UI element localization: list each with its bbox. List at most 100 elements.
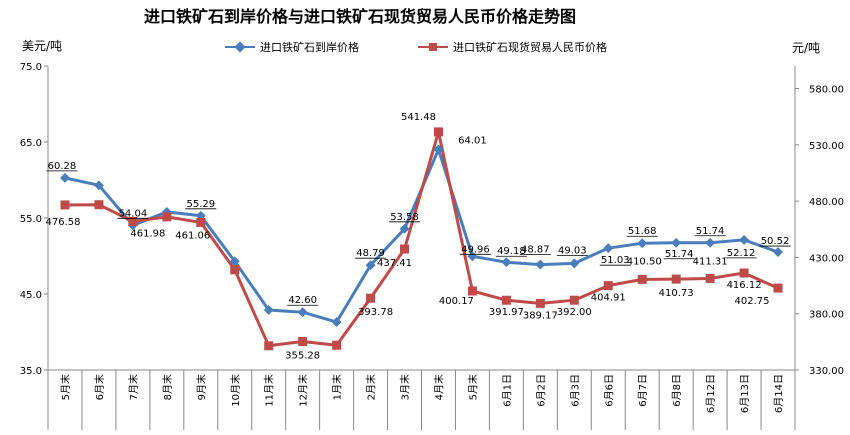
x-tick-label: 2月末: [365, 374, 378, 400]
series-2-data-label: 402.75: [735, 296, 770, 307]
series-1-marker: [331, 317, 342, 328]
series-1-marker: [637, 238, 648, 249]
x-tick-label: 6月14日: [773, 374, 785, 413]
series-1-marker: [297, 307, 308, 318]
series-1-data-label: 51.68: [628, 226, 657, 237]
series-2-marker: [196, 217, 206, 227]
series-2-marker: [230, 265, 240, 275]
series-2-marker: [60, 200, 70, 210]
series-2-marker: [773, 283, 783, 293]
series-2-data-label: 411.31: [693, 256, 728, 267]
series-2-data-label: 391.97: [489, 307, 524, 318]
series-2-data-label: 476.58: [45, 217, 80, 228]
data-markers: [60, 127, 783, 351]
series-2-data-label: 393.78: [358, 307, 393, 318]
x-tick-label: 8月末: [161, 374, 174, 400]
series-2-marker: [433, 127, 443, 137]
x-tick-label: 11月末: [263, 374, 276, 407]
left-tick-label: 65.0: [20, 138, 42, 149]
left-axis-unit: 美元/吨: [22, 39, 62, 53]
series-2-marker: [603, 281, 613, 291]
x-tick-label: 7月末: [127, 374, 140, 400]
x-tick-label: 6月6日: [603, 374, 615, 407]
series-2-marker: [535, 298, 545, 308]
series-2-marker: [366, 293, 376, 303]
series-2-data-label: 389.17: [523, 310, 558, 321]
series-1-marker: [569, 258, 580, 269]
series-1-data-label: 48.79: [356, 248, 385, 259]
series-1-data-label: 50.52: [761, 236, 790, 247]
x-tick-label: 9月末: [195, 374, 208, 400]
series-1-marker: [773, 247, 783, 257]
series-2-marker: [264, 341, 274, 351]
x-tick-label: 1月末: [331, 374, 344, 400]
x-tick-label: 12月末: [297, 374, 310, 407]
legend-item-series-1: 进口铁矿石到岸价格: [225, 40, 359, 54]
series-1-marker: [93, 180, 104, 191]
axes: 35.0 45.0 55.0 65.0 75.0 330.00 380.00 430.00 48…: [20, 62, 844, 430]
series-1-marker: [399, 223, 410, 234]
series-1-data-label: 42.60: [288, 295, 317, 306]
series-2-data-label: 437.41: [377, 258, 412, 269]
series-2-marker: [162, 212, 172, 222]
left-tick-label: 55.0: [20, 214, 42, 225]
series-1-marker: [535, 259, 546, 270]
series-1-data-label: 64.01: [458, 136, 487, 147]
series-1-marker: [671, 237, 682, 248]
chart-title: 进口铁矿石到岸价格与进口铁矿石现货贸易人民币价格走势图: [144, 7, 576, 26]
x-tick-label: 4月末: [432, 374, 445, 400]
right-tick-label: 380.00: [809, 310, 844, 321]
series-2-data-label: 392.00: [557, 307, 592, 318]
series-2-data-label: 410.50: [627, 256, 662, 267]
series-2-data-label: 461.06: [175, 230, 210, 241]
x-tick-label: 5月末: [466, 374, 479, 400]
series-1-data-label: 53.58: [390, 212, 419, 223]
right-axis-unit: 元/吨: [792, 41, 820, 55]
x-tick-label: 6月7日: [637, 374, 649, 407]
left-tick-label: 45.0: [20, 290, 42, 301]
series-1-marker: [60, 172, 70, 183]
legend-label-series-1: 进口铁矿石到岸价格: [260, 40, 359, 54]
series-2-data-label: 541.48: [401, 112, 436, 123]
series-line-2: [64, 130, 779, 348]
series-2-marker: [298, 337, 308, 347]
data-labels: 60.28 54.04 55.29 42.60 48.79 53.58 64.01 49.96…: [45, 112, 791, 362]
series-1-data-label: 60.28: [48, 161, 77, 172]
series-1-marker: [501, 257, 512, 268]
series-2-marker: [739, 268, 749, 278]
series-2-marker: [705, 273, 715, 283]
series-2-marker: [400, 244, 410, 254]
series-1-data-label: 54.04: [119, 208, 148, 219]
series-1-data-label: 49.03: [558, 245, 587, 256]
series-2-marker: [671, 274, 681, 284]
right-tick-label: 480.00: [809, 197, 844, 208]
series-2-data-label: 400.17: [439, 296, 474, 307]
series-2-data-label: 416.12: [727, 280, 762, 291]
series-lines: [64, 130, 779, 348]
series-2-marker: [501, 295, 511, 305]
series-1-marker: [229, 256, 240, 267]
legend: 进口铁矿石到岸价格 进口铁矿石现货贸易人民币价格: [225, 40, 607, 54]
series-2-marker: [94, 200, 104, 210]
series-1-marker: [705, 237, 716, 248]
series-1-marker: [365, 260, 376, 271]
x-tick-label: 6月1日: [501, 374, 513, 407]
series-2-data-label: 404.91: [591, 293, 626, 304]
right-tick-label: 430.00: [809, 253, 844, 264]
right-tick-label: 530.00: [809, 141, 844, 152]
series-1-data-label: 49.18: [497, 246, 526, 257]
series-1-marker: [739, 234, 750, 245]
left-tick-label: 75.0: [20, 62, 42, 73]
series-1-data-label: 52.12: [727, 248, 756, 259]
left-tick-label: 35.0: [20, 366, 42, 377]
series-1-marker: [433, 144, 444, 155]
series-1-data-label: 51.74: [665, 249, 694, 260]
x-tick-label: 6月2日: [535, 374, 547, 407]
x-tick-label: 5月末: [59, 374, 72, 400]
series-1-data-label: 55.29: [186, 199, 215, 210]
series-1-marker: [603, 243, 614, 254]
series-2-marker: [332, 340, 342, 350]
x-tick-label: 10月末: [229, 374, 242, 407]
series-2-data-label: 410.73: [659, 288, 694, 299]
